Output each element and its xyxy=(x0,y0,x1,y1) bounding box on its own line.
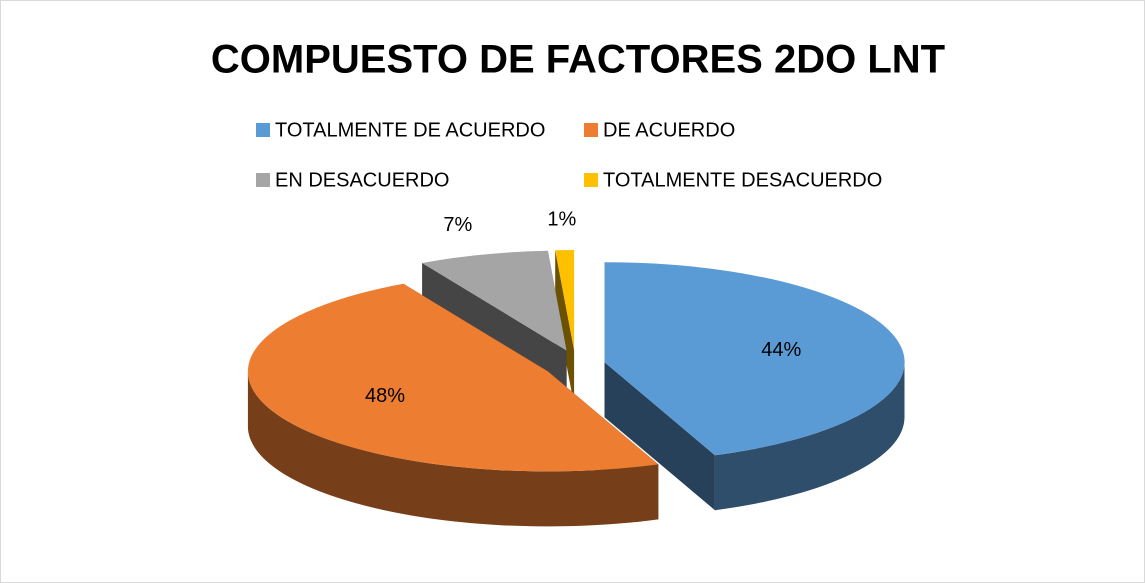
pie-slice xyxy=(247,283,659,472)
legend-swatch xyxy=(256,173,270,187)
data-label: 1% xyxy=(547,208,576,230)
chart-title: COMPUESTO DE FACTORES 2DO LNT xyxy=(211,38,945,82)
data-label: 44% xyxy=(761,339,801,361)
legend-swatch xyxy=(584,173,598,187)
data-label: 7% xyxy=(443,214,472,236)
pie-slice-wall xyxy=(604,362,715,511)
pie-slice-side xyxy=(714,362,905,511)
pie-slice-wall xyxy=(555,250,575,405)
legend-label: DE ACUERDO xyxy=(603,119,735,141)
legend-label: EN DESACUERDO xyxy=(275,169,449,191)
pie-slice-side xyxy=(247,371,659,527)
pie-slice xyxy=(604,262,905,456)
legend-label: TOTALMENTE DESACUERDO xyxy=(603,169,882,191)
legend-label: TOTALMENTE DE ACUERDO xyxy=(275,119,545,141)
pie-slice xyxy=(422,250,567,351)
data-label: 48% xyxy=(365,385,405,407)
pie-slice xyxy=(555,250,575,350)
legend-swatch xyxy=(584,123,598,137)
legend-swatch xyxy=(256,123,270,137)
